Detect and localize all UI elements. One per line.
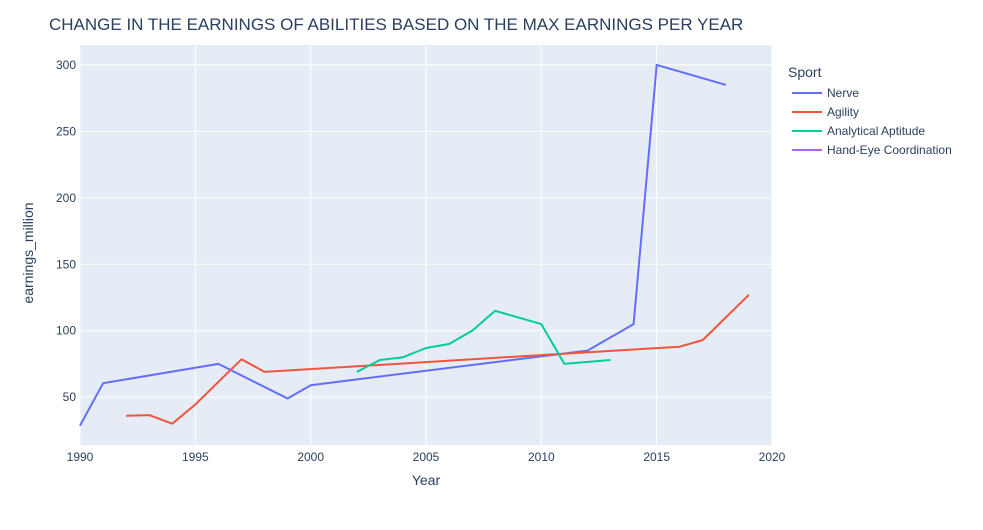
legend: Sport Nerve Agility Analytical Aptitude Han… bbox=[788, 64, 952, 157]
tick-layer: 1990 1995 2000 2005 2010 2015 2020 50 100 150 200 2… bbox=[56, 58, 786, 464]
y-tick-label: 50 bbox=[63, 390, 77, 404]
legend-label: Hand-Eye Coordination bbox=[827, 143, 952, 157]
y-tick-label: 100 bbox=[56, 324, 76, 338]
legend-item: Hand-Eye Coordination bbox=[792, 143, 952, 157]
x-tick-label: 1990 bbox=[67, 450, 94, 464]
legend-label: Nerve bbox=[827, 86, 859, 100]
legend-items: Nerve Agility Analytical Aptitude Hand-Eye … bbox=[792, 86, 952, 157]
series-line bbox=[356, 309, 611, 373]
x-tick-label: 1995 bbox=[182, 450, 209, 464]
x-tick-label: 2010 bbox=[528, 450, 555, 464]
legend-item: Analytical Aptitude bbox=[792, 124, 925, 138]
grid-layer bbox=[79, 45, 773, 445]
y-tick-label: 150 bbox=[56, 257, 76, 271]
y-tick-label: 300 bbox=[56, 58, 76, 72]
legend-item: Agility bbox=[792, 105, 859, 119]
y-axis-label: earnings_million bbox=[20, 202, 36, 303]
x-tick-label: 2005 bbox=[413, 450, 440, 464]
x-tick-label: 2000 bbox=[297, 450, 324, 464]
series-line bbox=[79, 63, 727, 427]
chart-title: CHANGE IN THE EARNINGS OF ABILITIES BASE… bbox=[49, 15, 743, 34]
x-axis-label: Year bbox=[412, 472, 441, 488]
series-layer bbox=[79, 63, 750, 427]
legend-title: Sport bbox=[788, 64, 822, 80]
legend-label: Analytical Aptitude bbox=[827, 124, 925, 138]
legend-label: Agility bbox=[827, 105, 859, 119]
legend-item: Nerve bbox=[792, 86, 859, 100]
y-tick-label: 250 bbox=[56, 124, 76, 138]
x-tick-label: 2015 bbox=[643, 450, 670, 464]
series-line bbox=[126, 294, 750, 425]
y-tick-label: 200 bbox=[56, 191, 76, 205]
x-tick-label: 2020 bbox=[759, 450, 786, 464]
